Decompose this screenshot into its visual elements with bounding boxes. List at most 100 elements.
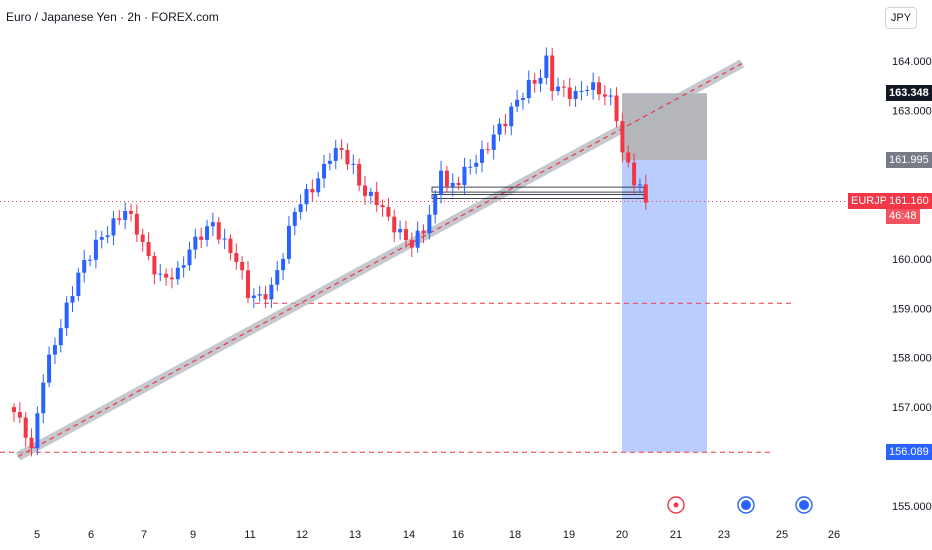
candle-body: [503, 123, 508, 127]
plot-area: [0, 47, 882, 461]
candle-body: [164, 273, 169, 278]
candle-body: [193, 236, 198, 250]
candle-body: [620, 121, 625, 153]
candle-body: [64, 302, 69, 329]
candle-body: [462, 166, 467, 186]
candle-body: [363, 185, 367, 196]
candle-body: [433, 194, 438, 215]
candle-body: [485, 149, 490, 151]
candle-body: [608, 95, 613, 97]
take-profit-zone[interactable]: [622, 160, 707, 453]
candle-body: [35, 413, 40, 449]
event-marker-dot: [799, 500, 809, 510]
y-tick-label: 157.000: [892, 402, 932, 414]
event-marker-dot: [673, 502, 679, 508]
candle-body: [532, 79, 537, 84]
x-tick-label: 25: [776, 529, 788, 541]
candle-body: [70, 295, 75, 303]
candle-body: [240, 261, 245, 271]
candle-body: [29, 437, 34, 449]
event-marker-icon[interactable]: [795, 496, 813, 514]
candle-body: [298, 204, 303, 212]
candle-body: [169, 277, 174, 280]
candle-body: [602, 94, 607, 97]
countdown-label: 46:48: [886, 208, 920, 225]
candle-body: [310, 188, 315, 193]
candle-body: [41, 382, 46, 414]
x-tick-label: 13: [349, 529, 361, 541]
candle-body: [76, 272, 81, 296]
candle-body: [632, 162, 637, 186]
candle-body: [550, 55, 555, 92]
event-marker-dot: [741, 500, 751, 510]
candle-body: [538, 77, 543, 84]
candle-body: [403, 229, 408, 240]
candle-body: [117, 218, 122, 220]
candle-body: [327, 160, 332, 164]
candle-body: [415, 230, 420, 248]
currency-button[interactable]: JPY: [885, 7, 917, 29]
event-marker-icon[interactable]: [737, 496, 755, 514]
target-price-label: 156.089: [886, 444, 932, 461]
y-tick-label: 155.000: [892, 501, 932, 513]
candle-body: [222, 238, 227, 240]
candle-body: [140, 234, 145, 243]
y-tick-label: 159.000: [892, 303, 932, 315]
candle-body: [47, 354, 52, 383]
x-tick-label: 5: [34, 529, 40, 541]
support-zone-lower[interactable]: [431, 194, 645, 199]
candle-body: [456, 182, 461, 186]
time-axis[interactable]: 5 6 7 9 11 12 13 14 16 18 19 20 21 23 25 26: [34, 529, 840, 541]
candle-body: [17, 412, 22, 418]
x-tick-label: 16: [452, 529, 464, 541]
candle-body: [152, 255, 157, 275]
candle-body: [129, 211, 133, 214]
candle-body: [111, 218, 116, 236]
candle-body: [468, 166, 473, 168]
candle-body: [187, 249, 192, 266]
candle-body: [275, 270, 280, 285]
candle-body: [333, 148, 338, 161]
candle-body: [597, 82, 601, 95]
candle-body: [374, 191, 379, 206]
y-tick-label: 164.000: [892, 56, 932, 68]
stop-price-label: 163.348: [886, 85, 932, 102]
candle-body: [205, 226, 210, 240]
price-axis[interactable]: 164.000 163.000 160.000 159.000 158.000 157.0…: [892, 56, 932, 513]
candle-body: [58, 328, 63, 346]
candle-body: [210, 222, 215, 227]
y-tick-label: 158.000: [892, 353, 932, 365]
support-zone[interactable]: [431, 186, 645, 193]
candle-body: [228, 238, 233, 254]
candle-body: [316, 178, 321, 193]
candle-body: [146, 242, 151, 256]
candle-body: [23, 417, 28, 438]
candle-body: [450, 182, 455, 187]
candle-body: [292, 211, 297, 226]
candle-body: [386, 207, 391, 217]
candle-body: [427, 214, 432, 234]
candle-body: [263, 294, 268, 300]
current-price-label: 161.160: [886, 193, 932, 210]
candle-body: [216, 222, 221, 240]
x-tick-label: 26: [828, 529, 840, 541]
symbol-label: EURJPY: [848, 193, 898, 210]
candle-body: [643, 184, 648, 203]
candle-body: [515, 99, 520, 107]
candle-body: [368, 191, 373, 196]
candle-body: [392, 216, 397, 233]
candle-body: [579, 90, 584, 92]
candle-body: [380, 205, 385, 208]
event-marker-icon[interactable]: [667, 496, 685, 514]
x-tick-label: 12: [296, 529, 308, 541]
candle-body: [567, 87, 572, 100]
candle-body: [199, 236, 204, 240]
candle-body: [88, 259, 93, 261]
x-tick-label: 7: [141, 529, 147, 541]
candle-body: [398, 229, 403, 233]
candle-body: [491, 134, 496, 150]
candle-body: [444, 170, 449, 187]
candle-body: [181, 265, 186, 268]
candle-body: [234, 253, 239, 262]
